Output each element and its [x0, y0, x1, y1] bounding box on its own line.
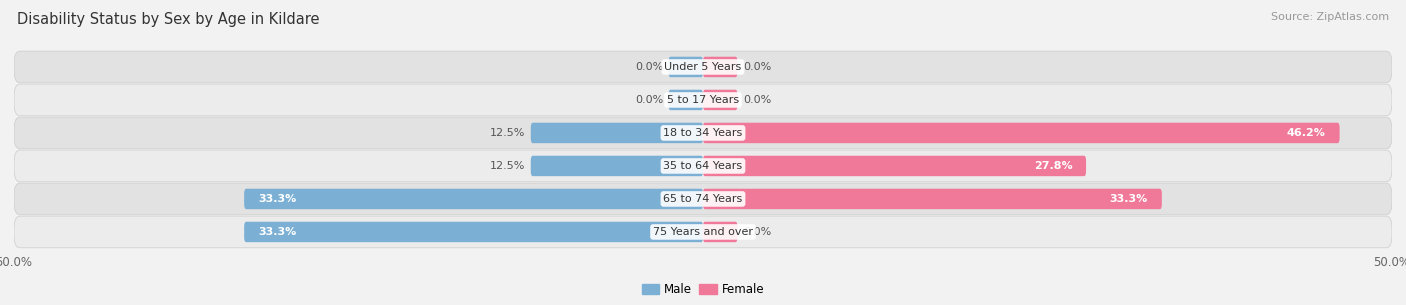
- Text: 65 to 74 Years: 65 to 74 Years: [664, 194, 742, 204]
- Text: 0.0%: 0.0%: [742, 95, 772, 105]
- Text: 18 to 34 Years: 18 to 34 Years: [664, 128, 742, 138]
- FancyBboxPatch shape: [703, 90, 738, 110]
- FancyBboxPatch shape: [669, 57, 703, 77]
- FancyBboxPatch shape: [14, 150, 1392, 182]
- FancyBboxPatch shape: [703, 189, 1161, 209]
- FancyBboxPatch shape: [245, 222, 703, 242]
- FancyBboxPatch shape: [703, 57, 738, 77]
- Text: Source: ZipAtlas.com: Source: ZipAtlas.com: [1271, 12, 1389, 22]
- FancyBboxPatch shape: [14, 216, 1392, 248]
- Text: 0.0%: 0.0%: [634, 62, 664, 72]
- Text: Under 5 Years: Under 5 Years: [665, 62, 741, 72]
- Text: 33.3%: 33.3%: [1109, 194, 1149, 204]
- Text: 33.3%: 33.3%: [257, 194, 297, 204]
- Text: 35 to 64 Years: 35 to 64 Years: [664, 161, 742, 171]
- FancyBboxPatch shape: [14, 183, 1392, 215]
- Legend: Male, Female: Male, Female: [637, 278, 769, 300]
- Text: Disability Status by Sex by Age in Kildare: Disability Status by Sex by Age in Kilda…: [17, 12, 319, 27]
- Text: 33.3%: 33.3%: [257, 227, 297, 237]
- Text: 12.5%: 12.5%: [489, 128, 526, 138]
- FancyBboxPatch shape: [14, 117, 1392, 149]
- FancyBboxPatch shape: [703, 222, 738, 242]
- Text: 46.2%: 46.2%: [1286, 128, 1326, 138]
- Text: 0.0%: 0.0%: [634, 95, 664, 105]
- FancyBboxPatch shape: [531, 156, 703, 176]
- Text: 12.5%: 12.5%: [489, 161, 526, 171]
- FancyBboxPatch shape: [703, 123, 1340, 143]
- Text: 75 Years and over: 75 Years and over: [652, 227, 754, 237]
- FancyBboxPatch shape: [703, 156, 1085, 176]
- Text: 5 to 17 Years: 5 to 17 Years: [666, 95, 740, 105]
- FancyBboxPatch shape: [245, 189, 703, 209]
- FancyBboxPatch shape: [14, 51, 1392, 83]
- FancyBboxPatch shape: [531, 123, 703, 143]
- Text: 27.8%: 27.8%: [1033, 161, 1073, 171]
- FancyBboxPatch shape: [14, 84, 1392, 116]
- Text: 0.0%: 0.0%: [742, 227, 772, 237]
- Text: 0.0%: 0.0%: [742, 62, 772, 72]
- FancyBboxPatch shape: [669, 90, 703, 110]
